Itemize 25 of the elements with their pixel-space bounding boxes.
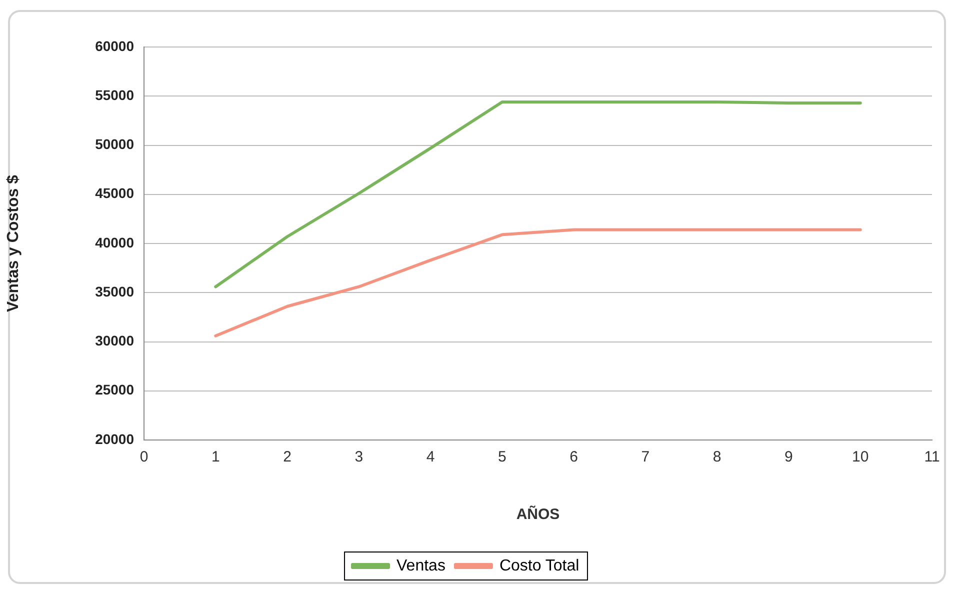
legend-label: Ventas	[396, 557, 446, 574]
x-tick-label: 3	[354, 448, 364, 466]
y-tick-label: 40000	[95, 234, 134, 250]
x-tick-label: 8	[712, 448, 722, 466]
x-tick-label: 11	[924, 448, 940, 466]
y-tick-label: 55000	[95, 86, 134, 103]
x-tick-label: 4	[426, 448, 435, 466]
legend-label: Costo Total	[499, 557, 580, 574]
x-tick-label: 1	[211, 448, 220, 466]
x-tick-label: 9	[784, 448, 793, 466]
y-tick-label: 35000	[95, 283, 134, 300]
x-tick-label: 0	[140, 448, 148, 466]
y-tick-label: 25000	[95, 382, 134, 398]
x-axis-title: AÑOS	[516, 505, 560, 524]
y-axis-title: Ventas y Costos $	[5, 174, 22, 312]
x-tick-label: 7	[641, 448, 650, 466]
x-tick-label: 10	[852, 448, 869, 466]
x-tick-label: 6	[570, 448, 578, 466]
y-tick-label: 50000	[95, 136, 134, 152]
y-tick-label: 30000	[95, 332, 134, 349]
y-tick-label: 45000	[95, 185, 134, 202]
x-tick-label: 2	[283, 448, 292, 466]
y-tick-label: 20000	[95, 430, 134, 447]
x-tick-label: 5	[498, 448, 506, 466]
y-tick-label: 60000	[95, 38, 134, 54]
